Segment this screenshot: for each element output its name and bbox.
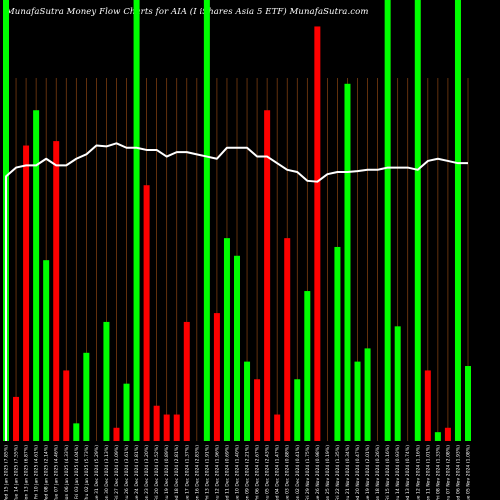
x-tick-label: Tue 07 Jan 2025 (4.46%) bbox=[54, 445, 60, 500]
bar-red bbox=[264, 110, 271, 441]
bar-green bbox=[304, 291, 311, 441]
bar-green bbox=[33, 110, 40, 441]
x-tick-label: Fri 15 Nov 2024 (0.16%) bbox=[385, 445, 391, 500]
x-tick-label: Tue 03 Dec 2024 (0.88%) bbox=[285, 445, 291, 500]
x-tick-label: Thu 14 Nov 2024 (0.93%) bbox=[395, 445, 401, 500]
x-tick-label: Thu 02 Jan 2025 (5.73%) bbox=[84, 445, 90, 500]
x-tick-label: Mon 18 Nov 2024 (0.26%) bbox=[375, 445, 381, 500]
bar-green bbox=[223, 238, 230, 441]
bar-red bbox=[143, 185, 150, 441]
bar-red bbox=[113, 427, 120, 441]
bar-green bbox=[394, 326, 401, 441]
x-tick-label: Mon 25 Nov 2024 (0.19%) bbox=[325, 445, 331, 500]
x-tick-label: Fri 22 Nov 2024 (1.35%) bbox=[335, 445, 341, 500]
bar-green bbox=[83, 352, 90, 441]
bar-green bbox=[43, 260, 50, 441]
bar-green bbox=[414, 0, 421, 441]
x-tick-label: Tue 26 Nov 2024 (0.98%) bbox=[315, 445, 321, 500]
bar-green bbox=[384, 0, 391, 441]
x-tick-label: Mon 16 Dec 2024 (2.83%) bbox=[194, 445, 200, 500]
x-tick-label: Wed 13 Nov 2024 (0.74%) bbox=[405, 445, 411, 500]
bar-red bbox=[53, 141, 60, 441]
x-tick-label: Mon 06 Jan 2025 (4.33%) bbox=[64, 445, 70, 500]
x-tick-label: Mon 30 Dec 2024 (3.13%) bbox=[104, 445, 110, 500]
x-tick-label: Wed 08 Jan 2025 (2.14%) bbox=[44, 445, 50, 500]
bar-red bbox=[13, 396, 20, 441]
bar-green bbox=[344, 83, 351, 441]
x-tick-label: Mon 13 Jan 2025 (6.87%) bbox=[24, 445, 30, 500]
x-tick-label: Fri 27 Dec 2024 (3.09%) bbox=[114, 445, 120, 500]
x-tick-label: Mon 11 Nov 2024 (1.01%) bbox=[425, 445, 431, 500]
bar-green bbox=[203, 0, 210, 441]
x-tick-label: Fri 13 Dec 2024 (1.91%) bbox=[204, 445, 210, 500]
bar-red bbox=[23, 145, 30, 441]
bar-red bbox=[173, 414, 180, 441]
x-tick-label: Tue 31 Dec 2024 (5.29%) bbox=[94, 445, 100, 500]
x-tick-label: Fri 10 Jan 2025 (4.61%) bbox=[34, 445, 40, 499]
chart-title: MunafaSutra Money Flow Charts for AIA (I… bbox=[6, 7, 369, 17]
x-tick-label: Tue 10 Dec 2024 (1.40%) bbox=[235, 445, 241, 500]
bar-green bbox=[465, 366, 471, 441]
bar-green bbox=[294, 379, 301, 441]
x-tick-label: Tue 17 Dec 2024 (1.37%) bbox=[184, 445, 190, 500]
bar-red bbox=[163, 414, 170, 441]
x-tick-label: Fri 06 Dec 2024 (2.67%) bbox=[255, 445, 261, 500]
bar-red bbox=[284, 238, 291, 441]
bar-red bbox=[424, 370, 431, 441]
x-axis-labels: Wed 15 Jan 2025 (7.85%) Tue 14 Jan 2025 (… bbox=[4, 445, 472, 500]
bar-green bbox=[103, 321, 110, 441]
bar-red bbox=[153, 405, 160, 441]
bar-green bbox=[73, 423, 80, 441]
bar-red bbox=[314, 26, 321, 442]
bar-green bbox=[334, 246, 341, 441]
x-tick-label: Thu 07 Nov 2024 (2.08%) bbox=[445, 445, 451, 500]
bar-green bbox=[244, 361, 251, 441]
x-tick-label: Tue 12 Nov 2024 (1.16%) bbox=[415, 445, 421, 500]
x-tick-label: Tue 19 Nov 2024 (2.01%) bbox=[365, 445, 371, 500]
x-tick-label: Wed 20 Nov 2024 (0.47%) bbox=[355, 445, 361, 500]
bar-red bbox=[63, 370, 70, 441]
x-tick-label: Fri 29 Nov 2024 (1.75%) bbox=[305, 445, 311, 500]
bar-red bbox=[183, 321, 190, 441]
x-tick-label: Fri 20 Dec 2024 (3.52%) bbox=[154, 445, 160, 500]
bar-green bbox=[434, 432, 441, 441]
bar-red bbox=[254, 379, 261, 441]
x-tick-label: Thu 05 Dec 2024 (2.43%) bbox=[265, 445, 271, 500]
x-tick-label: Fri 03 Jan 2025 (4.04%) bbox=[74, 445, 80, 499]
x-tick-label: Wed 18 Dec 2024 (2.81%) bbox=[174, 445, 180, 500]
bar-red bbox=[213, 313, 220, 441]
x-tick-label: Mon 02 Dec 2024 (0.41%) bbox=[295, 445, 301, 500]
x-tick-label: Wed 06 Nov 2024 (1.93%) bbox=[455, 445, 461, 500]
x-tick-label: Fri 08 Nov 2024 (1.33%) bbox=[435, 445, 441, 500]
x-tick-label: Mon 23 Dec 2024 (3.20%) bbox=[144, 445, 150, 500]
x-tick-label: Wed 15 Jan 2025 (7.85%) bbox=[4, 445, 10, 500]
bar-green bbox=[234, 255, 240, 441]
bar-red bbox=[274, 414, 281, 441]
bar-green bbox=[454, 0, 461, 441]
x-tick-label: Mon 09 Dec 2024 (2.21%) bbox=[245, 445, 251, 500]
x-tick-label: Thu 12 Dec 2024 (1.96%) bbox=[214, 445, 220, 500]
bar-green bbox=[354, 361, 361, 441]
bar-green bbox=[133, 0, 140, 441]
x-tick-label: Tue 05 Nov 2024 (1.08%) bbox=[466, 445, 472, 500]
x-tick-label: Wed 11 Dec 2024 (0.69%) bbox=[224, 445, 230, 500]
x-tick-label: Tue 14 Jan 2025 (7.55%) bbox=[14, 445, 20, 500]
x-tick-label: Thu 19 Dec 2024 (0.89%) bbox=[164, 445, 170, 500]
money-flow-line bbox=[5, 142, 468, 441]
bar-green bbox=[123, 383, 130, 441]
x-tick-label: Wed 04 Dec 2024 (1.47%) bbox=[275, 445, 281, 500]
line-series bbox=[5, 142, 468, 441]
x-tick-label: Thu 26 Dec 2024 (3.61%) bbox=[124, 445, 130, 500]
bar-green bbox=[364, 348, 371, 441]
x-tick-label: Tue 24 Dec 2024 (3.81%) bbox=[134, 445, 140, 500]
bar-red bbox=[444, 427, 451, 441]
x-tick-label: Thu 21 Nov 2024 (0.34%) bbox=[345, 445, 351, 500]
